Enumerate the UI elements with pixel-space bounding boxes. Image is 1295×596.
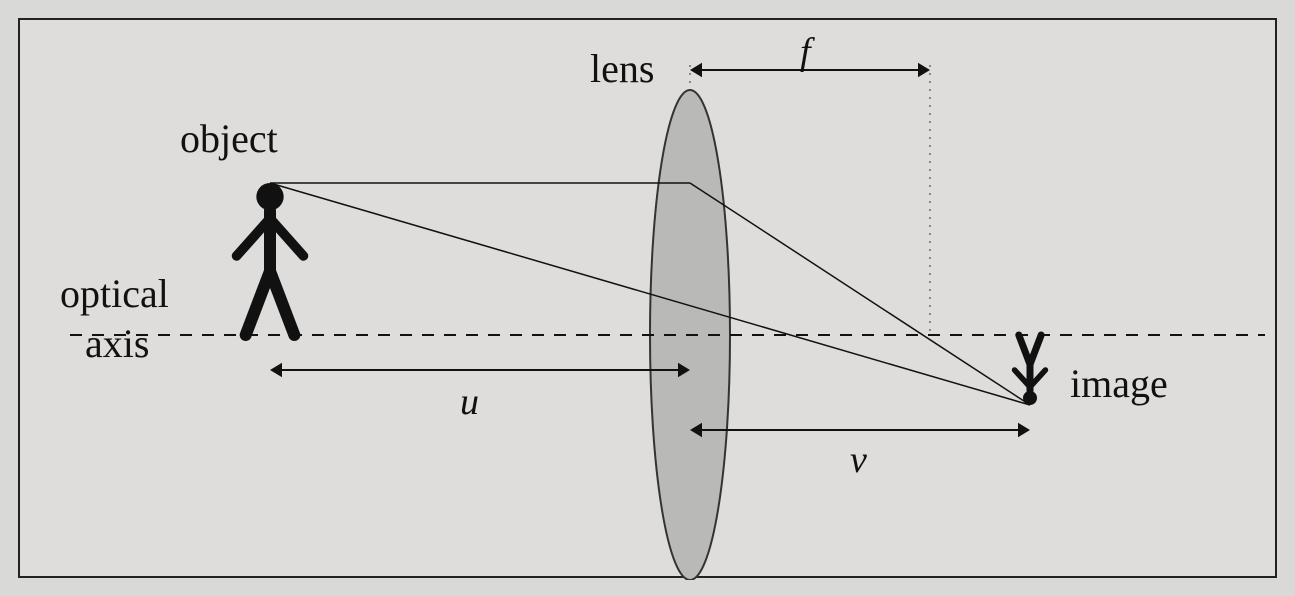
ray-parallel-out [690, 183, 1030, 405]
diagram-frame: lens object image optical axis u v f [18, 18, 1277, 578]
object-leg-r [270, 271, 294, 335]
image-leg-r [1030, 335, 1041, 364]
diagram-svg [20, 20, 1279, 580]
object-leg-l [246, 271, 270, 335]
